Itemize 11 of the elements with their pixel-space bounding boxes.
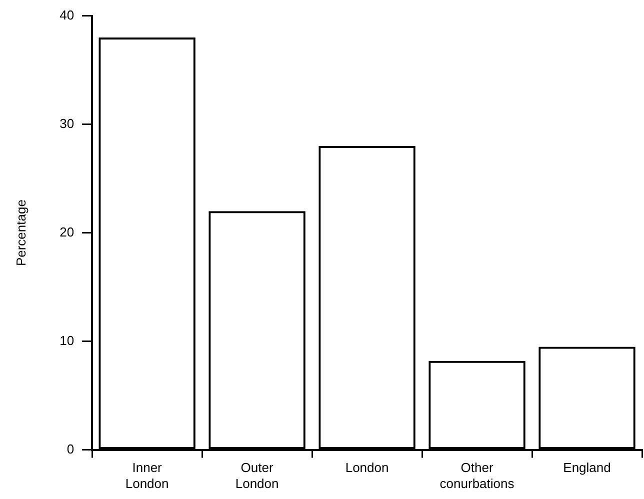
y-tick-label: 10 [60, 332, 74, 348]
y-tick-label: 40 [60, 7, 74, 22]
x-tick-label: London [345, 460, 389, 476]
x-tick-label: Inner London [125, 460, 169, 491]
y-tick-label: 0 [66, 441, 74, 456]
y-tick-label: 30 [60, 116, 74, 131]
x-tick-label: Other conurbations [440, 460, 515, 491]
y-tick-label: 20 [60, 224, 74, 240]
y-axis-title: Percentage [13, 200, 28, 266]
x-tick-label: Outer London [235, 460, 279, 491]
x-tick-label: England [563, 460, 611, 476]
